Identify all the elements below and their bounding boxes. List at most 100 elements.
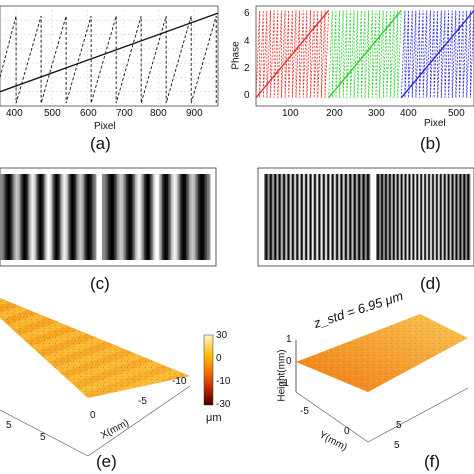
- panel-c-fringe-stripe: [50, 174, 53, 260]
- panel-b-ytick: 2: [244, 63, 250, 74]
- panel-c-fringe-stripe: [117, 174, 119, 260]
- panel-f-ztick: 1: [286, 334, 292, 345]
- panel-c-fringe-stripe: [196, 174, 199, 260]
- panel-a-series: [0, 12, 219, 104]
- panel-c-fringe-stripe: [26, 174, 29, 260]
- panel-c-fringe-stripe: [16, 174, 18, 260]
- panel-c-fringe-stripe: [187, 174, 190, 260]
- panel-c-fringe-stripe: [6, 174, 9, 260]
- panel-c-fringe-stripe: [84, 174, 86, 260]
- panel-c-fringe-stripe: [127, 174, 130, 260]
- panel-c-fringe-stripe: [198, 174, 200, 260]
- panel-e-cbar-tick: -10: [216, 376, 231, 387]
- panel-e-axis-tick: -10: [172, 376, 187, 387]
- panel-c-fringe-stripe: [163, 174, 166, 260]
- panel-a-series-wrapped-line: [0, 15, 217, 104]
- panel-f-label: (f): [424, 452, 441, 471]
- panel-c-fringe-stripe: [174, 174, 176, 260]
- panel-c-label: (c): [90, 274, 110, 293]
- panel-c-fringe-stripe: [13, 174, 16, 260]
- panel-c-fringe-stripe: [103, 174, 106, 260]
- panel-d-label: (d): [420, 274, 441, 293]
- panel-c-fringe-stripe: [78, 174, 81, 260]
- panel-e-label: (e): [96, 452, 117, 471]
- panel-c-fringe-stripe: [81, 174, 84, 260]
- panel-c-fringe-stripe: [153, 174, 155, 260]
- panel-c-fringe-stripe: [29, 174, 32, 260]
- panel-c-fringe-stripe: [165, 174, 167, 260]
- panel-c-fringe-stripe: [4, 174, 6, 260]
- panel-c-fringe-stripe: [162, 174, 164, 260]
- panel-c-fringe-stripe: [33, 174, 36, 260]
- panel-c-fringe-stripe: [34, 174, 37, 260]
- panel-c-fringe-stripe: [73, 174, 76, 260]
- panel-c-fringe-stripe: [69, 174, 72, 260]
- panel-c-fringe-stripe: [57, 174, 60, 260]
- panel-c-fringe-stripe: [199, 174, 202, 260]
- panel-f-ztick: -1: [280, 378, 289, 389]
- panel-b-ytick: 4: [244, 36, 250, 47]
- panel-c-fringe-stripe: [141, 174, 143, 260]
- panel-c-fringe-stripe: [77, 174, 80, 260]
- panel-a-grid: [0, 6, 218, 106]
- panel-c-fringe-stripe: [205, 174, 208, 260]
- panel-b-ytick: 6: [244, 8, 250, 19]
- panel-c-fringe-stripe: [21, 174, 24, 260]
- panel-e-cbar-tick: -30: [216, 399, 231, 410]
- panel-c-fringe-stripe: [74, 174, 77, 260]
- panel-c-fringe-stripe: [135, 174, 137, 260]
- panel-c-fringe-stripe: [41, 174, 44, 260]
- panel-c-fringe-stripe: [93, 174, 96, 260]
- panel-c-fringe-stripe: [42, 174, 45, 260]
- panel-c-fringe-stripe: [195, 174, 197, 260]
- panel-c-fringe-stripe: [202, 174, 205, 260]
- panel-c-fringe-stripe: [181, 174, 184, 260]
- panel-c-fringe-stripe: [36, 174, 38, 260]
- panel-c-fringe-stripe: [56, 174, 58, 260]
- panel-a-xtick: 500: [44, 108, 61, 119]
- panel-c-fringe-stripe: [192, 174, 194, 260]
- panel-e-cbar-unit: μm: [206, 412, 222, 424]
- panel-c-fringe-stripe: [111, 174, 113, 260]
- panel-b: [255, 5, 474, 107]
- panel-a-xticks: 400 500 600 700 800 900: [0, 108, 218, 120]
- panel-c-fringe-stripe: [207, 174, 209, 260]
- panel-c-fringe-stripe: [175, 174, 178, 260]
- panel-c-fringe-stripe: [58, 174, 61, 260]
- panel-e: [0, 298, 214, 457]
- panel-c-fringe-stripe: [76, 174, 78, 260]
- panel-c-fringe-stripe: [168, 174, 170, 260]
- panel-f: [295, 314, 469, 443]
- panel-c-fringe-stripe: [22, 174, 25, 260]
- panel-c-fringe-stripe: [0, 174, 2, 260]
- panel-c-fringe-stripe: [172, 174, 175, 260]
- panel-c-fringe-stripe: [17, 174, 20, 260]
- panel-c-fringe-stripe: [208, 174, 211, 260]
- panel-d-fringe-image-1: [264, 174, 371, 260]
- panel-c-fringe-stripe: [183, 174, 185, 260]
- panel-b-xtick: 200: [326, 108, 343, 119]
- panel-c-fringe-stripe: [159, 174, 161, 260]
- panel-c-fringe-stripe: [160, 174, 163, 260]
- panel-c-fringe-stripe: [48, 174, 50, 260]
- panel-c-fringe-stripe: [86, 174, 89, 260]
- panel-c-fringe-stripe: [148, 174, 151, 260]
- panel-b-grid: [256, 6, 474, 106]
- panel-b-xtick: 300: [368, 108, 385, 119]
- panel-f-axis-line-2: [367, 387, 469, 443]
- panel-f-axis-tick: 0: [344, 426, 350, 437]
- panel-b-xticks: 100 200 300 400 500: [256, 108, 474, 120]
- panel-c-fringe-stripe: [32, 174, 34, 260]
- panel-a-series-unwrapped-line: [0, 12, 219, 93]
- panel-c-fringe-stripe: [139, 174, 142, 260]
- panel-c-fringe-stripe: [5, 174, 8, 260]
- panel-c-fringe-stripe: [180, 174, 182, 260]
- panel-c-fringe-stripe: [88, 174, 90, 260]
- panel-b-ylabel: Phase: [230, 41, 242, 70]
- panel-f-ztick: 0: [286, 356, 292, 367]
- panel-b-unwrapped-phase-line: [255, 9, 330, 99]
- panel-a-xtick: 600: [80, 108, 97, 119]
- panel-c-fringe-image-1: [0, 174, 97, 260]
- panel-c-fringe-stripe: [129, 174, 131, 260]
- panel-b-xlabel: Pixel: [424, 118, 446, 129]
